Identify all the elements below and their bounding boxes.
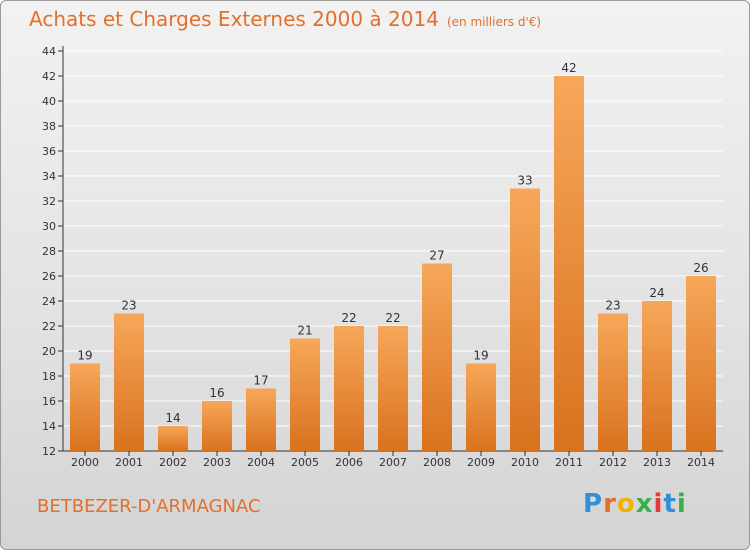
bar-2010 — [510, 188, 540, 451]
bar-2013 — [642, 301, 672, 451]
chart-subtitle: (en milliers d'€) — [446, 15, 542, 29]
bar-2007 — [378, 326, 408, 451]
x-tick-label: 2014 — [687, 456, 715, 469]
y-tick-label: 28 — [42, 245, 56, 258]
bars — [70, 76, 716, 451]
logo-letter: x — [635, 489, 654, 519]
value-label: 19 — [473, 349, 488, 363]
x-tick-label: 2008 — [423, 456, 451, 469]
value-label: 27 — [429, 249, 444, 263]
y-tick-label: 12 — [42, 445, 56, 458]
bar-2003 — [202, 401, 232, 451]
logo-letter: i — [653, 489, 664, 519]
proxiti-logo: Proxiti — [583, 489, 687, 519]
value-label: 33 — [517, 174, 532, 188]
x-tick-label: 2003 — [203, 456, 231, 469]
logo-letter: t — [663, 489, 677, 519]
x-tick-label: 2011 — [555, 456, 583, 469]
value-label: 23 — [605, 299, 620, 313]
y-tick-label: 38 — [42, 120, 56, 133]
y-tick-label: 44 — [42, 45, 56, 58]
x-tick-label: 2004 — [247, 456, 275, 469]
y-tick-label: 40 — [42, 95, 56, 108]
x-tick-label: 2000 — [71, 456, 99, 469]
value-label: 14 — [165, 411, 180, 425]
bar-2008 — [422, 263, 452, 451]
value-label: 23 — [121, 299, 136, 313]
value-label: 26 — [693, 261, 708, 275]
bar-2006 — [334, 326, 364, 451]
x-tick-label: 2012 — [599, 456, 627, 469]
logo-letter: P — [583, 489, 604, 519]
y-tick-label: 36 — [42, 145, 56, 158]
x-tick-label: 2006 — [335, 456, 363, 469]
x-tick-label: 2005 — [291, 456, 319, 469]
bar-2005 — [290, 338, 320, 451]
bar-2002 — [158, 426, 188, 451]
value-label: 17 — [253, 374, 268, 388]
bar-2001 — [114, 313, 144, 451]
value-label: 21 — [297, 324, 312, 338]
x-tick-label: 2001 — [115, 456, 143, 469]
value-label: 42 — [561, 61, 576, 75]
value-label: 22 — [385, 311, 400, 325]
y-tick-label: 20 — [42, 345, 56, 358]
x-tick-label: 2013 — [643, 456, 671, 469]
y-tick-label: 24 — [42, 295, 56, 308]
logo-letter: i — [676, 489, 687, 519]
y-tick-label: 22 — [42, 320, 56, 333]
x-tick-label: 2010 — [511, 456, 539, 469]
bar-2012 — [598, 313, 628, 451]
value-label: 22 — [341, 311, 356, 325]
logo-letter: r — [603, 489, 617, 519]
y-tick-label: 16 — [42, 395, 56, 408]
chart-title: Achats et Charges Externes 2000 à 2014 (e… — [29, 7, 541, 31]
value-label: 19 — [77, 349, 92, 363]
location-name: BETBEZER-D'ARMAGNAC — [37, 496, 261, 517]
y-tick-label: 30 — [42, 220, 56, 233]
bar-2014 — [686, 276, 716, 451]
bar-2009 — [466, 363, 496, 451]
bar-2000 — [70, 363, 100, 451]
y-tick-label: 34 — [42, 170, 56, 183]
y-tick-label: 32 — [42, 195, 56, 208]
bar-2011 — [554, 76, 584, 451]
logo-letter: o — [616, 489, 636, 519]
y-tick-label: 14 — [42, 420, 56, 433]
x-tick-label: 2007 — [379, 456, 407, 469]
bar-2004 — [246, 388, 276, 451]
value-label: 24 — [649, 286, 664, 300]
value-label: 16 — [209, 386, 224, 400]
x-tick-label: 2002 — [159, 456, 187, 469]
chart-title-text: Achats et Charges Externes 2000 à 2014 — [29, 7, 439, 31]
y-tick-label: 42 — [42, 70, 56, 83]
value-labels: 19 23 14 16 17 21 22 22 27 19 33 42 23 24 26 — [77, 61, 708, 425]
y-tick-label: 18 — [42, 370, 56, 383]
y-tick-label: 26 — [42, 270, 56, 283]
x-tick-label: 2009 — [467, 456, 495, 469]
